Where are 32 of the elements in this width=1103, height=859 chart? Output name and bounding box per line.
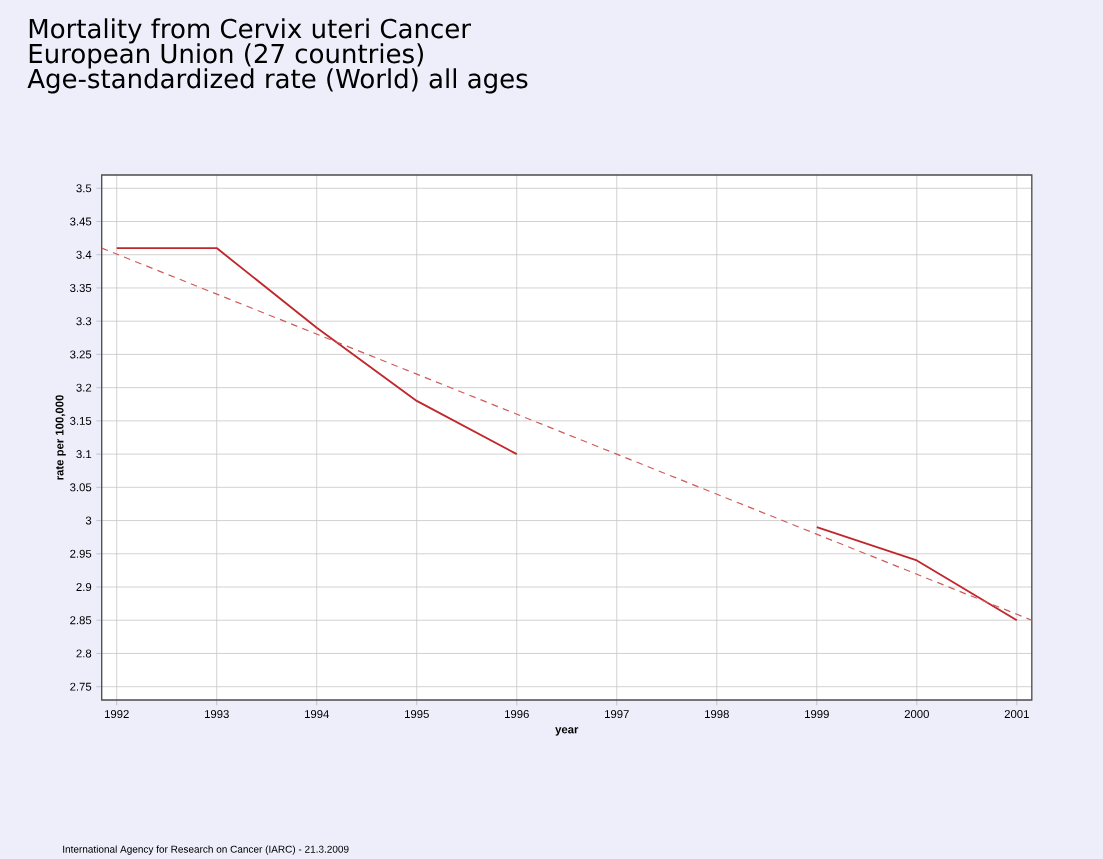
x-tick-label: 1993 bbox=[204, 710, 229, 719]
y-tick-label: 3.1 bbox=[76, 450, 92, 459]
y-tick-label: 3 bbox=[85, 516, 92, 525]
x-tick-label: 2001 bbox=[1004, 710, 1029, 719]
y-tick-label: 3.25 bbox=[70, 350, 92, 359]
x-tick-label: 2000 bbox=[904, 710, 929, 719]
y-tick-label: 3.35 bbox=[70, 283, 92, 292]
y-tick-label: 3.4 bbox=[76, 250, 92, 259]
y-tick-label: 3.2 bbox=[76, 383, 92, 392]
x-tick-label: 1992 bbox=[104, 710, 129, 719]
y-axis-title: rate per 100,000 bbox=[55, 395, 66, 480]
y-tick-label: 2.95 bbox=[70, 549, 92, 558]
x-tick-label: 1995 bbox=[405, 710, 429, 719]
chart-title: Mortality from Cervix uteri Cancer bbox=[29, 18, 471, 44]
y-tick-label: 2.75 bbox=[70, 682, 92, 691]
text: International Agency for Research on Cancer (IARC) - 21.3.2009 bbox=[63, 845, 349, 855]
x-tick-label: 1996 bbox=[505, 710, 529, 719]
y-tick-label: 2.8 bbox=[76, 649, 92, 658]
x-axis-title: year bbox=[555, 727, 579, 736]
y-tick-label: 3.45 bbox=[70, 217, 92, 226]
y-tick-label: 2.85 bbox=[70, 616, 92, 625]
text: Age-standardized rate (World) all ages bbox=[27, 68, 528, 94]
x-tick-label: 1997 bbox=[605, 710, 629, 719]
x-tick-label: 1994 bbox=[304, 710, 330, 719]
y-tick-label: 3.15 bbox=[70, 416, 92, 425]
y-tick-label: 3.05 bbox=[70, 483, 92, 492]
y-tick-label: 2.9 bbox=[76, 583, 92, 592]
x-tick-label: 1998 bbox=[705, 710, 729, 719]
y-tick-label: 3.3 bbox=[76, 317, 92, 326]
chart-subtitle: European Union (27 countries) bbox=[29, 43, 423, 69]
y-tick-label: 3.5 bbox=[76, 184, 92, 193]
x-tick-label: 1999 bbox=[805, 710, 829, 719]
